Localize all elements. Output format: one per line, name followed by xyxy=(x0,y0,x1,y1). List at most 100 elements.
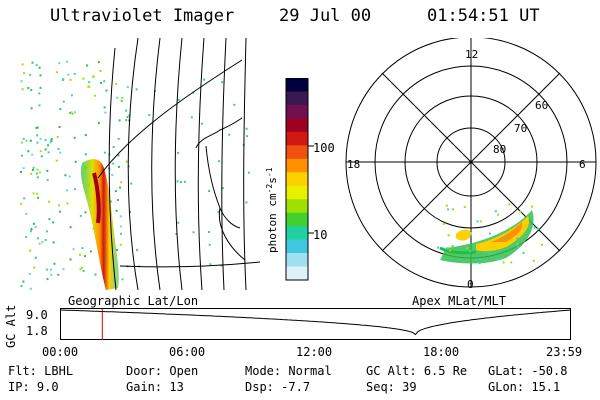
colorbar-stripe xyxy=(286,91,308,106)
speckle-dot xyxy=(519,210,522,213)
speckle-dot xyxy=(516,243,519,246)
speckle-dot xyxy=(532,259,535,262)
mode-field: Mode: Normal xyxy=(245,364,332,378)
speckle-dot xyxy=(71,112,74,115)
speckle-dot xyxy=(135,88,138,91)
speckle-dot xyxy=(81,247,84,250)
speckle-dot xyxy=(44,239,47,241)
meridian-lines xyxy=(108,38,247,290)
speckle-dot xyxy=(177,151,180,154)
speckle-dot xyxy=(58,204,60,207)
speckle-dot xyxy=(479,220,482,223)
mlt-12-label: 12 xyxy=(465,48,478,61)
speckle-dot xyxy=(447,234,450,237)
tick-0600: 06:00 xyxy=(169,345,206,359)
speckle-dot xyxy=(125,160,128,163)
speckle-dot xyxy=(121,278,124,281)
gc-alt-field: GC Alt: 6.5 Re xyxy=(366,364,468,378)
speckle-dot xyxy=(119,225,122,228)
speckle-dot xyxy=(88,85,91,88)
speckle-dot xyxy=(66,189,69,192)
speckle-dot xyxy=(46,230,48,233)
speckle-dot xyxy=(176,180,179,183)
tick-0000: 00:00 xyxy=(42,345,79,359)
speckle-dot xyxy=(20,202,23,205)
speckle-dot xyxy=(112,162,115,165)
speckle-dot xyxy=(497,213,500,216)
altitude-timeline xyxy=(60,308,572,340)
speckle-dot xyxy=(31,61,34,64)
speckle-dot xyxy=(25,235,28,238)
speckle-dot xyxy=(49,141,52,144)
speckle-dot xyxy=(50,273,53,276)
speckle-dot xyxy=(463,206,466,209)
colorbar-tick-10: 10 xyxy=(313,228,328,242)
speckle-dot xyxy=(44,139,47,142)
speckle-dot xyxy=(30,230,32,233)
speckle-dot xyxy=(36,176,39,179)
speckle-dot xyxy=(533,226,536,229)
geographic-label: Geographic Lat/Lon xyxy=(68,294,199,308)
speckle-dot xyxy=(247,171,250,174)
colorbar-stripe xyxy=(286,104,308,119)
speckle-dot xyxy=(46,169,49,172)
speckle-dot xyxy=(38,104,41,107)
speckle-dot xyxy=(35,126,38,129)
speckle-dot xyxy=(502,261,505,264)
mlt-6-label: 6 xyxy=(579,158,586,171)
speckle-dot xyxy=(510,261,513,264)
speckle-dot xyxy=(203,78,206,81)
speckle-dot xyxy=(40,155,43,158)
tick-1800: 18:00 xyxy=(423,345,460,359)
speckle-dot xyxy=(45,268,48,271)
speckle-dot xyxy=(516,246,519,249)
speckle-dot xyxy=(120,99,123,102)
speckle-dot xyxy=(48,218,51,221)
speckle-dot xyxy=(36,141,39,144)
gain-field: Gain: 13 xyxy=(126,380,184,394)
speckle-dot xyxy=(72,248,75,251)
speckle-dot xyxy=(27,87,30,89)
speckle-dot xyxy=(32,192,35,195)
speckle-dot xyxy=(97,61,100,64)
speckle-dot xyxy=(22,137,25,140)
colorbar-gradient xyxy=(286,78,308,281)
speckle-dot xyxy=(58,62,61,65)
speckle-dot xyxy=(32,166,35,169)
speckle-dot xyxy=(73,136,76,139)
speckle-dot xyxy=(73,188,76,191)
speckle-dot xyxy=(74,160,77,163)
speckle-dot xyxy=(469,250,472,253)
speckle-dot xyxy=(84,255,86,258)
speckle-dot xyxy=(69,226,72,229)
ip-field: IP: 9.0 xyxy=(8,380,59,394)
speckle-dot xyxy=(93,94,96,97)
speckle-dot xyxy=(126,116,129,118)
speckle-dot xyxy=(57,148,60,150)
speckle-dot xyxy=(84,134,87,137)
colorbar-stripe xyxy=(286,253,308,268)
colorbar-stripe xyxy=(286,131,308,146)
speckle-dot xyxy=(540,243,543,246)
speckle-dot xyxy=(148,114,151,117)
speckle-dot xyxy=(104,111,107,114)
colorbar-tick-100: 100 xyxy=(313,141,335,155)
speckle-dot xyxy=(508,203,511,206)
gc-alt-axis-label: GC Alt xyxy=(4,304,18,348)
speckle-dot xyxy=(23,197,26,200)
altitude-curve xyxy=(60,309,572,336)
speckle-dot xyxy=(86,64,89,67)
speckle-dot xyxy=(20,141,23,144)
speckle-dot xyxy=(516,237,519,240)
speckle-dot xyxy=(53,262,56,265)
speckle-dot xyxy=(22,167,25,170)
speckle-dot xyxy=(61,79,64,81)
speckle-dot xyxy=(70,94,73,97)
speckle-dot xyxy=(117,137,120,140)
speckle-dot xyxy=(119,215,122,218)
speckle-dot xyxy=(59,107,62,110)
speckle-dot xyxy=(105,89,108,92)
speckle-dot xyxy=(437,246,439,249)
speckle-dot xyxy=(99,70,102,72)
colorbar-unit-label: photon cm-2s-1 xyxy=(265,167,279,253)
